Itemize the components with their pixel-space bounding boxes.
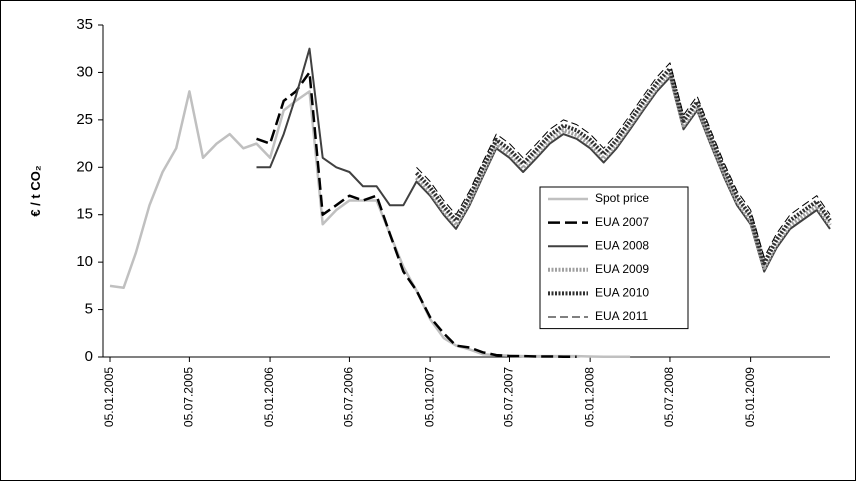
legend-label: EUA 2007 bbox=[595, 215, 649, 229]
x-tick-label: 05.01.2009 bbox=[743, 367, 757, 427]
series-line bbox=[256, 47, 831, 273]
legend-label: EUA 2010 bbox=[595, 286, 649, 300]
x-tick-label: 05.01.2006 bbox=[262, 367, 276, 427]
y-axis-label: € / t CO₂ bbox=[28, 165, 43, 217]
x-tick-label: 05.07.2007 bbox=[502, 367, 516, 427]
y-tick-label: 10 bbox=[76, 253, 93, 270]
y-tick-label: 5 bbox=[85, 301, 93, 318]
x-tick-label: 05.01.2007 bbox=[422, 367, 436, 427]
series-line bbox=[416, 62, 831, 258]
legend-label: EUA 2011 bbox=[595, 309, 648, 323]
legend-label: Spot price bbox=[595, 191, 649, 205]
y-tick-label: 30 bbox=[76, 63, 93, 80]
x-tick-label: 05.07.2008 bbox=[662, 367, 676, 427]
y-tick-label: 35 bbox=[76, 16, 93, 33]
legend-box bbox=[539, 186, 689, 330]
y-tick-label: 15 bbox=[76, 206, 93, 223]
y-tick-label: 0 bbox=[85, 348, 93, 365]
x-tick-label: 05.07.2005 bbox=[182, 367, 196, 427]
y-tick-label: 25 bbox=[76, 111, 93, 128]
legend-label: EUA 2008 bbox=[595, 238, 649, 252]
legend-label: EUA 2009 bbox=[595, 262, 649, 276]
x-tick-label: 05.01.2005 bbox=[102, 367, 116, 427]
y-tick-label: 20 bbox=[76, 158, 93, 175]
x-tick-label: 05.07.2006 bbox=[342, 367, 356, 427]
x-tick-label: 05.01.2008 bbox=[582, 367, 596, 427]
